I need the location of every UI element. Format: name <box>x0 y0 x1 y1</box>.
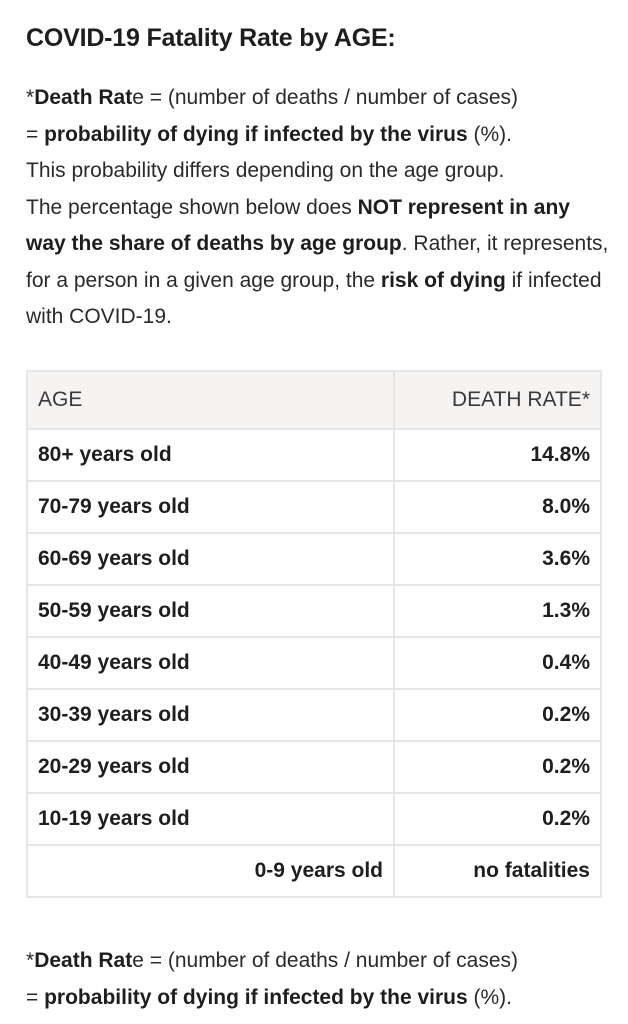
age-cell: 80+ years old <box>26 428 395 482</box>
age-cell: 30-39 years old <box>26 688 395 742</box>
rate-cell: 0.2% <box>393 792 602 846</box>
intro-risk: risk of dying <box>380 268 506 292</box>
intro-term: Death Rat <box>34 86 133 109</box>
table-row: 60-69 years old 3.6% <box>26 532 602 586</box>
footnote-term-rest: e <box>132 949 144 972</box>
table-row: 40-49 years old 0.4% <box>26 636 602 690</box>
intro-asterisk: * <box>26 86 35 109</box>
rate-cell: 3.6% <box>393 532 602 586</box>
age-cell: 70-79 years old <box>26 480 395 534</box>
footnote-pct: (%). <box>467 985 512 1009</box>
age-cell: 60-69 years old <box>26 532 395 586</box>
intro-percentage-sentence: The percentage shown below does <box>26 195 358 219</box>
rate-cell: 0.4% <box>393 636 602 690</box>
intro-pct: (%). <box>467 122 512 146</box>
footnote-equals: = <box>26 985 45 1009</box>
rate-cell: 8.0% <box>393 480 602 534</box>
intro-not-represent: NOT represent in any way the share of de… <box>26 195 570 256</box>
intro-term-rest: e <box>132 86 144 109</box>
intro-rather: . Rather, it represents, for a person in… <box>26 232 609 292</box>
death-rate-column-header: DEATH RATE* <box>393 370 602 430</box>
footnote-paragraph: *Death Rate = (number of deaths / number… <box>26 943 610 1016</box>
intro-formula: = (number of deaths / number of cases) <box>143 86 519 109</box>
table-row: 20-29 years old 0.2% <box>26 740 602 794</box>
intro-if-infected: if infected with COVID-19. <box>26 268 602 329</box>
table-row: 70-79 years old 8.0% <box>26 480 602 534</box>
fatality-rate-table: AGE DEATH RATE* 80+ years old 14.8% 70-7… <box>26 370 602 898</box>
intro-paragraph: *Death Rate = (number of deaths / number… <box>26 80 610 336</box>
intro-equals: = <box>26 122 45 146</box>
rate-cell: 0.2% <box>393 688 602 742</box>
page-title: COVID-19 Fatality Rate by AGE: <box>26 24 396 52</box>
table-row: 30-39 years old 0.2% <box>26 688 602 742</box>
age-cell: 0-9 years old <box>26 844 395 898</box>
rate-cell: no fatalities <box>393 844 602 898</box>
footnote-definition: probability of dying if infected by the … <box>44 985 468 1009</box>
age-cell: 50-59 years old <box>26 584 395 638</box>
table-row: 80+ years old 14.8% <box>26 428 602 482</box>
age-cell: 40-49 years old <box>26 636 395 690</box>
intro-definition: probability of dying if infected by the … <box>44 122 468 146</box>
footnote-asterisk: * <box>26 949 35 972</box>
age-cell: 10-19 years old <box>26 792 395 846</box>
rate-cell: 0.2% <box>393 740 602 794</box>
table-row: 0-9 years old no fatalities <box>26 844 602 898</box>
age-column-header: AGE <box>26 370 395 430</box>
footnote-formula: = (number of deaths / number of cases) <box>143 949 519 972</box>
footnote-term: Death Rat <box>34 949 133 972</box>
table-header-row: AGE DEATH RATE* <box>26 370 602 430</box>
intro-differs-sentence: This probability differs depending on th… <box>26 159 505 182</box>
table-row: 10-19 years old 0.2% <box>26 792 602 846</box>
rate-cell: 1.3% <box>393 584 602 638</box>
age-cell: 20-29 years old <box>26 740 395 794</box>
rate-cell: 14.8% <box>393 428 602 482</box>
table-row: 50-59 years old 1.3% <box>26 584 602 638</box>
